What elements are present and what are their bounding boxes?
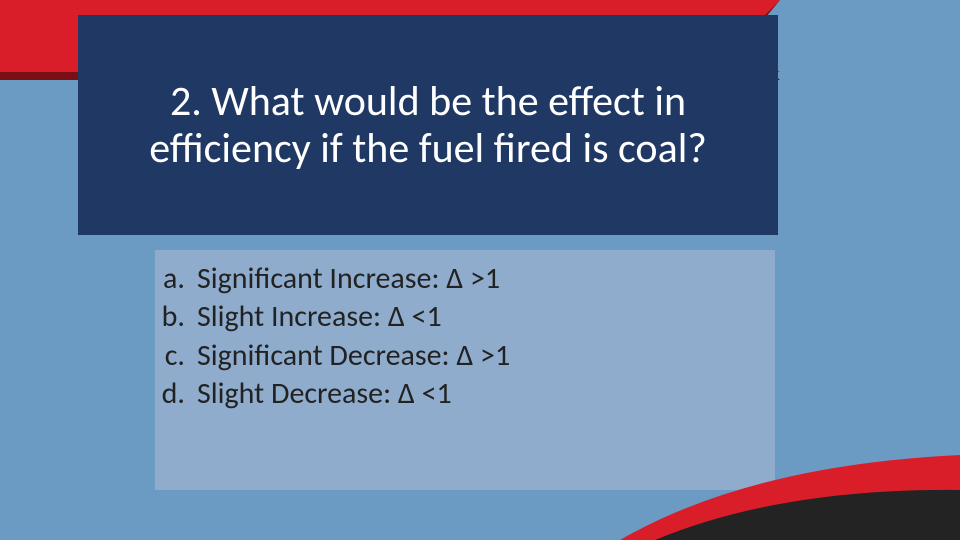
answer-text-c: Significant Decrease: Δ >1 [197, 337, 775, 375]
slide: a. Significant Increase: Δ >1 b. Slight … [0, 0, 960, 540]
answer-label-b: b. [155, 298, 197, 336]
answer-text-b: Slight Increase: Δ <1 [197, 298, 775, 336]
answer-label-a: a. [155, 260, 197, 298]
answer-text-d: Slight Decrease: Δ <1 [197, 375, 775, 413]
question-title: 2. What would be the effect in efficienc… [98, 78, 758, 172]
title-box: 2. What would be the effect in efficienc… [78, 15, 778, 235]
answer-row-c: c. Significant Decrease: Δ >1 [155, 337, 775, 375]
answer-row-b: b. Slight Increase: Δ <1 [155, 298, 775, 336]
answer-text-a: Significant Increase: Δ >1 [197, 260, 775, 298]
answer-label-d: d. [155, 375, 197, 413]
answer-label-c: c. [155, 337, 197, 375]
answer-row-d: d. Slight Decrease: Δ <1 [155, 375, 775, 413]
corner-swoosh [600, 410, 960, 540]
answer-row-a: a. Significant Increase: Δ >1 [155, 260, 775, 298]
